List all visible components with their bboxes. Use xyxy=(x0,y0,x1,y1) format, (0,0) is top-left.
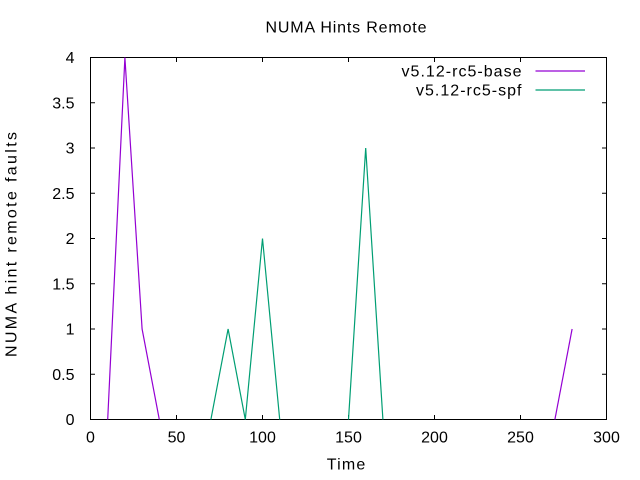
svg-text:NUMA hint remote faults: NUMA hint remote faults xyxy=(4,132,21,357)
svg-text:300: 300 xyxy=(593,430,620,447)
svg-text:150: 150 xyxy=(335,430,362,447)
svg-text:50: 50 xyxy=(168,430,186,447)
svg-text:1: 1 xyxy=(66,322,75,339)
svg-text:1.5: 1.5 xyxy=(52,276,74,293)
svg-text:4: 4 xyxy=(66,50,75,67)
svg-text:v5.12-rc5-base: v5.12-rc5-base xyxy=(402,64,522,81)
svg-text:2.5: 2.5 xyxy=(52,186,74,203)
svg-text:200: 200 xyxy=(421,430,448,447)
svg-text:NUMA Hints Remote: NUMA Hints Remote xyxy=(266,20,427,37)
svg-text:100: 100 xyxy=(249,430,276,447)
svg-text:250: 250 xyxy=(507,430,534,447)
svg-text:v5.12-rc5-spf: v5.12-rc5-spf xyxy=(416,83,522,100)
svg-text:3.5: 3.5 xyxy=(52,95,74,112)
svg-text:0.5: 0.5 xyxy=(52,367,74,384)
svg-text:0: 0 xyxy=(86,430,95,447)
svg-text:2: 2 xyxy=(66,231,75,248)
svg-text:Time: Time xyxy=(327,457,366,474)
svg-text:3: 3 xyxy=(66,141,75,158)
svg-text:0: 0 xyxy=(66,412,75,429)
